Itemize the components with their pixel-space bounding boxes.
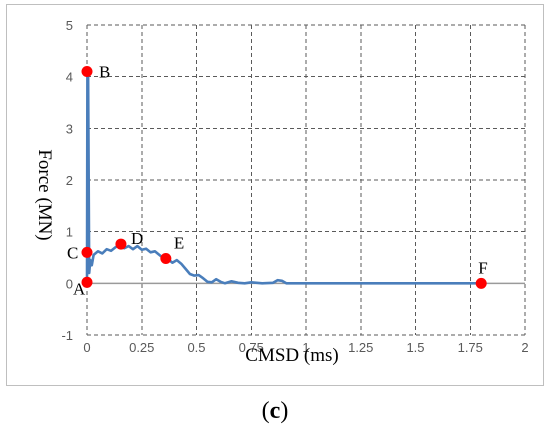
x-tick-label: 1.5 [406,340,424,355]
x-tick-label: 0.25 [129,340,154,355]
x-tick-label: 1.25 [348,340,373,355]
point-label-f: F [478,258,487,277]
point-label-a: A [73,279,86,298]
panel-label: (c) [0,398,550,425]
series-line [85,70,483,285]
y-axis-title: Force (MN) [34,149,55,240]
point-marker-f [475,277,487,289]
point-label-b: B [99,63,110,82]
point-label-c: C [67,243,78,262]
y-tick-label: 3 [66,121,73,136]
x-tick-label: 1.75 [458,340,483,355]
point-marker-e [160,253,172,265]
y-tick-label: 5 [66,18,73,33]
point-marker-b [81,66,93,77]
x-tick-label: 1 [302,340,309,355]
y-tick-label: 1 [66,225,73,240]
chart-frame [6,4,544,386]
x-axis-title: CMSD (ms) [245,345,338,366]
x-tick-label: 0.5 [187,340,205,355]
y-tick-label: 2 [66,173,73,188]
y-tick-label: 4 [66,70,73,85]
point-marker-d [115,238,127,250]
x-tick-label: 0.75 [239,340,264,355]
y-tick-label: 0 [66,276,73,291]
panel-label-letter: c [269,398,281,424]
x-tick-label: 0 [83,340,90,355]
point-label-d: D [131,229,143,248]
panel-label-close: ) [280,398,289,424]
x-tick-label: 2 [521,340,528,355]
y-tick-label: -1 [61,328,73,343]
point-marker-c [81,246,93,258]
force-cmsd-chart: 0 0.25 0.5 0.75 1 1.25 1.5 1.75 2 -1 0 1 2 3 4 5 CMSD (m… [34,18,529,366]
panel-label-open: ( [261,398,270,424]
point-marker-a [81,276,93,288]
point-label-e: E [174,234,184,253]
